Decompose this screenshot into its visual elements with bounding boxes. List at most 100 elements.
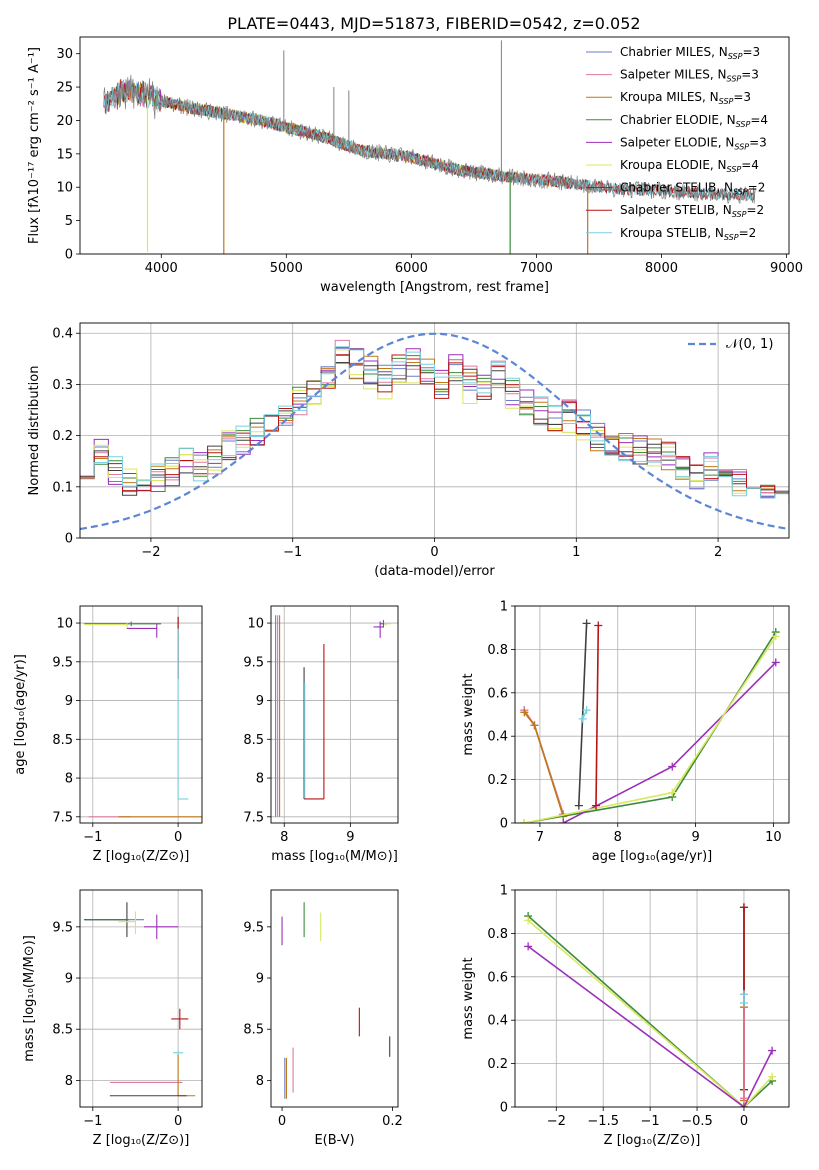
y-axis-label: mass weight bbox=[461, 673, 476, 755]
plot-area bbox=[524, 903, 777, 1107]
panel-mass-vs-z: −1 0 8 8.5 9 9.5 Z [log₁₀(Z/Z⊙)] mass [log₁₀(M/… bbox=[22, 889, 203, 1148]
error-point bbox=[384, 622, 391, 626]
residual-histogram bbox=[80, 339, 789, 502]
weight-marker bbox=[768, 1046, 777, 1055]
y-tick-label: 1 bbox=[500, 600, 508, 615]
axes-frame bbox=[79, 36, 790, 255]
weight-marker bbox=[768, 1072, 777, 1081]
x-tick-label: 0 bbox=[278, 1114, 286, 1129]
legend-entry: Kroupa STELIB, NSSP=2 bbox=[620, 226, 756, 242]
legend-entry: Chabrier STELIB, NSSP=2 bbox=[620, 181, 765, 197]
legend: Chabrier MILES, NSSP=3 Salpeter MILES, NS… bbox=[586, 45, 768, 242]
axes-frame bbox=[79, 322, 790, 539]
model-spectrum bbox=[103, 79, 588, 190]
weight-line bbox=[578, 623, 588, 806]
legend-entry: Salpeter MILES, NSSP=3 bbox=[620, 68, 759, 84]
y-tick-label: 0.8 bbox=[487, 927, 508, 942]
axes-frame bbox=[79, 889, 203, 1108]
y-tick-label: 0.4 bbox=[487, 730, 508, 745]
x-tick-label: −1 bbox=[641, 1114, 660, 1129]
y-axis-label: age [log₁₀(age/yr)] bbox=[13, 654, 28, 775]
weight-marker bbox=[582, 706, 591, 715]
plot-area bbox=[281, 902, 391, 1099]
y-tick-label: 9.5 bbox=[243, 920, 264, 935]
axes: 4000 5000 6000 7000 8000 9000 0 5 10 15 20 25 30 wave… bbox=[27, 36, 803, 295]
weight-marker bbox=[520, 708, 529, 717]
y-tick-label: 9 bbox=[256, 972, 264, 987]
weight-line bbox=[595, 625, 600, 806]
y-tick-label: 30 bbox=[56, 47, 73, 62]
y-tick-label: 0 bbox=[500, 1101, 508, 1116]
weight-line bbox=[523, 711, 565, 817]
y-tick-label: 7.5 bbox=[243, 810, 264, 825]
x-tick-label: 7000 bbox=[520, 261, 553, 276]
weight-marker bbox=[530, 721, 539, 730]
weight-marker bbox=[739, 1094, 748, 1103]
error-point bbox=[171, 1008, 189, 1030]
panel-age-vs-z: −1 0 7.5 8 8.5 9 9.5 10 Z [log₁₀(Z/Z⊙)] age [log₁… bbox=[13, 605, 203, 864]
axes: −2 −1.5 −1 −0.5 0 0 0.2 0.4 0.6 0.8 1 Z [log₁₀(Z/Z⊙… bbox=[461, 884, 790, 1148]
y-tick-label: 0 bbox=[65, 248, 73, 263]
weight-marker bbox=[524, 916, 533, 925]
weight-line bbox=[562, 661, 777, 823]
y-tick-label: 0 bbox=[500, 817, 508, 832]
x-tick-label: 8 bbox=[280, 830, 288, 845]
x-tick-label: 0 bbox=[174, 830, 182, 845]
y-tick-label: 8 bbox=[65, 1074, 73, 1089]
axes-frame bbox=[79, 605, 203, 824]
x-tick-label: −0.5 bbox=[681, 1114, 713, 1129]
weight-marker bbox=[520, 819, 529, 823]
legend-entry: Salpeter STELIB, NSSP=2 bbox=[620, 203, 764, 219]
panel-mass-vs-ebv: 0 0.2 8 8.5 9 9.5 E(B-V) bbox=[243, 889, 403, 1148]
y-tick-label: 7.5 bbox=[52, 810, 73, 825]
y-tick-label: 0.4 bbox=[52, 327, 73, 342]
panel-spectrum: 4000 5000 6000 7000 8000 9000 0 5 10 15 20 25 30 wave… bbox=[27, 36, 803, 295]
y-tick-label: 25 bbox=[56, 81, 73, 96]
axes-frame bbox=[514, 889, 790, 1108]
x-axis-label: age [log₁₀(age/yr)] bbox=[592, 849, 713, 864]
y-tick-label: 10 bbox=[56, 181, 73, 196]
y-tick-label: 8 bbox=[256, 772, 264, 787]
y-tick-label: 8 bbox=[65, 772, 73, 787]
legend-entry: Kroupa ELODIE, NSSP=4 bbox=[620, 158, 759, 174]
legend-entry: Chabrier ELODIE, NSSP=4 bbox=[620, 113, 768, 129]
y-tick-label: 10 bbox=[56, 617, 73, 632]
y-tick-label: 0.3 bbox=[52, 378, 73, 393]
x-axis-label: mass [log₁₀(M/M⊙)] bbox=[271, 849, 398, 864]
legend-entry: Kroupa MILES, NSSP=3 bbox=[620, 90, 751, 106]
x-tick-label: −1 bbox=[83, 830, 102, 845]
x-axis-label: Z [log₁₀(Z/Z⊙)] bbox=[93, 1133, 190, 1148]
weight-marker bbox=[591, 801, 600, 810]
y-tick-label: 9.5 bbox=[52, 655, 73, 670]
error-point bbox=[143, 914, 179, 940]
x-axis-label: Z [log₁₀(Z/Z⊙)] bbox=[93, 849, 190, 864]
x-axis-label: Z [log₁₀(Z/Z⊙)] bbox=[604, 1133, 701, 1148]
error-point bbox=[118, 911, 137, 935]
plot-area bbox=[84, 902, 196, 1097]
plot-area bbox=[275, 615, 391, 817]
weight-marker bbox=[559, 819, 568, 823]
y-tick-label: 15 bbox=[56, 147, 73, 162]
error-point bbox=[126, 623, 158, 638]
weight-line bbox=[527, 915, 773, 1107]
x-tick-label: 9 bbox=[691, 830, 699, 845]
observed-spectrum bbox=[103, 74, 756, 205]
y-tick-label: 9 bbox=[256, 694, 264, 709]
error-point bbox=[84, 623, 128, 629]
weight-marker bbox=[574, 801, 583, 810]
y-tick-label: 9.5 bbox=[52, 920, 73, 935]
x-tick-label: 9 bbox=[346, 830, 354, 845]
axes-frame bbox=[270, 605, 399, 824]
x-tick-label: 8000 bbox=[645, 261, 678, 276]
error-point bbox=[304, 643, 325, 800]
residual-histogram bbox=[80, 347, 789, 503]
axes: 8 9 7.5 8 8.5 9 9.5 10 mass [log₁₀(M/M⊙)] bbox=[243, 605, 399, 864]
y-tick-label: 8.5 bbox=[243, 733, 264, 748]
y-tick-label: 0.4 bbox=[487, 1014, 508, 1029]
legend: 𝒩(0, 1) bbox=[688, 337, 773, 352]
x-tick-label: 0 bbox=[740, 1114, 748, 1129]
y-tick-label: 9 bbox=[65, 694, 73, 709]
axes-frame bbox=[514, 605, 790, 824]
weight-marker bbox=[594, 621, 603, 630]
